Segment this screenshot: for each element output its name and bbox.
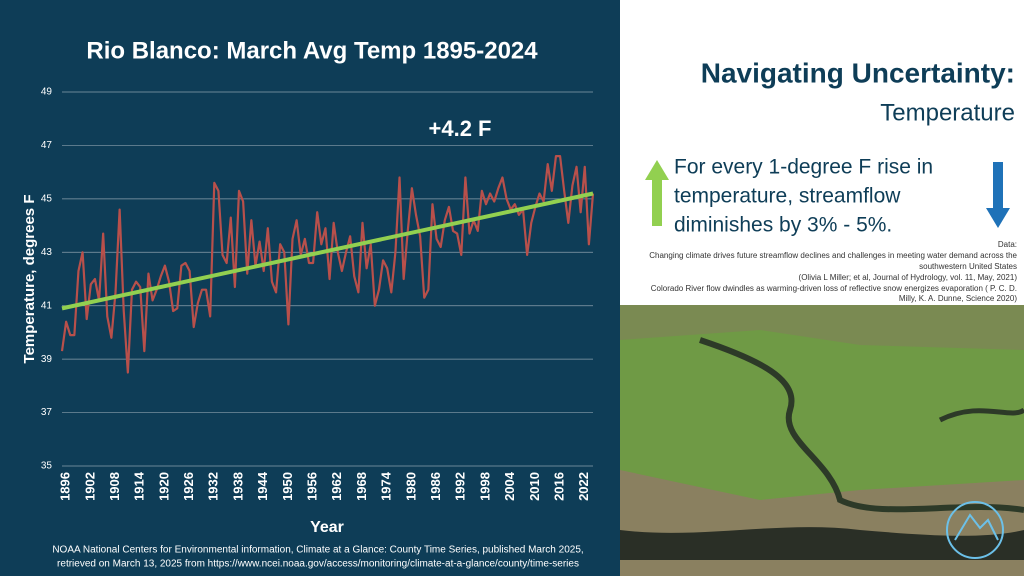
y-tick-label: 35 bbox=[41, 461, 53, 472]
arrows bbox=[645, 160, 1010, 228]
y-tick-label: 39 bbox=[41, 354, 53, 365]
y-tick-label: 37 bbox=[41, 407, 53, 418]
x-tick-label: 1980 bbox=[403, 472, 418, 501]
chart-panel bbox=[0, 0, 620, 576]
citation: (Olivia L Miller; et al, Journal of Hydr… bbox=[799, 273, 1018, 282]
annotation: +4.2 F bbox=[429, 116, 492, 141]
x-tick-label: 1914 bbox=[132, 471, 147, 501]
x-tick-label: 1932 bbox=[206, 472, 221, 501]
slide-title: Navigating Uncertainty: bbox=[701, 57, 1015, 88]
y-axis-label: Temperature, degrees F bbox=[21, 195, 38, 364]
x-tick-label: 2010 bbox=[527, 472, 542, 501]
statement: temperature, streamflow bbox=[674, 185, 901, 208]
citation: Milly, K. A. Dunne, Science 2020) bbox=[899, 294, 1017, 303]
statement: diminishes by 3% - 5%. bbox=[674, 214, 892, 237]
x-tick-label: 1920 bbox=[156, 472, 171, 501]
chart-title: Rio Blanco: March Avg Temp 1895-2024 bbox=[86, 37, 538, 64]
citation: Colorado River flow dwindles as warming-… bbox=[651, 284, 1017, 293]
citation: Data: bbox=[998, 240, 1017, 249]
y-tick-label: 43 bbox=[41, 247, 53, 258]
x-tick-label: 1962 bbox=[329, 472, 344, 501]
y-tick-label: 49 bbox=[41, 87, 53, 98]
x-tick-label: 1968 bbox=[354, 472, 369, 501]
x-tick-label: 1986 bbox=[428, 472, 443, 501]
trend-line bbox=[61, 191, 594, 311]
source: retrieved on March 13, 2025 from https:/… bbox=[57, 559, 579, 570]
x-tick-label: 2022 bbox=[576, 472, 591, 501]
x-axis-label: Year bbox=[310, 519, 344, 536]
x-tick-label: 1926 bbox=[181, 472, 196, 501]
citation: southwestern United States bbox=[919, 262, 1017, 271]
photo bbox=[620, 305, 1024, 576]
x-tick-label: 1944 bbox=[255, 471, 270, 501]
x-tick-label: 1896 bbox=[58, 472, 73, 501]
x-tick-label: 2004 bbox=[502, 471, 517, 501]
x-tick-label: 1956 bbox=[305, 472, 320, 501]
y-tick-label: 41 bbox=[41, 300, 53, 311]
y-tick-label: 47 bbox=[41, 140, 53, 151]
x-tick-label: 1950 bbox=[280, 472, 295, 501]
x-tick-label: 1938 bbox=[230, 472, 245, 501]
x-tick-label: 1908 bbox=[107, 472, 122, 501]
temperature-line bbox=[60, 155, 595, 374]
citation: Changing climate drives future streamflo… bbox=[649, 251, 1017, 260]
x-tick-label: 1992 bbox=[453, 472, 468, 501]
x-tick-label: 2016 bbox=[552, 472, 567, 501]
x-tick-label: 1974 bbox=[379, 471, 394, 501]
y-tick-label: 45 bbox=[41, 193, 53, 204]
x-tick-label: 1998 bbox=[477, 472, 492, 501]
x-tick-label: 1902 bbox=[82, 472, 97, 501]
statement: For every 1-degree F rise in bbox=[674, 156, 933, 179]
source: NOAA National Centers for Environmental … bbox=[52, 545, 583, 556]
slide-subtitle: Temperature bbox=[880, 99, 1015, 126]
